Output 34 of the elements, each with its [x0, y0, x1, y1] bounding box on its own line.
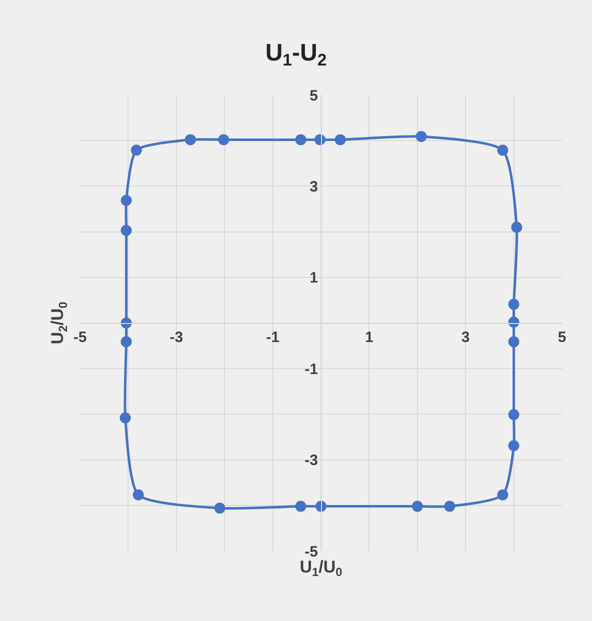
y-tick-label: 5 — [310, 87, 318, 104]
point — [444, 500, 456, 512]
point — [214, 502, 226, 514]
point — [120, 224, 132, 236]
point — [295, 500, 306, 512]
point — [511, 222, 522, 233]
point — [508, 440, 520, 452]
x-tick-label: -3 — [170, 329, 184, 346]
point — [508, 409, 520, 420]
x-tick-label: 1 — [365, 329, 374, 346]
point — [184, 134, 196, 146]
chart-title: U$_{1}$-U$_{2}$ — [265, 39, 327, 70]
x-tick-label: -5 — [73, 329, 87, 346]
y-tick-label: 3 — [310, 178, 318, 196]
point — [218, 134, 230, 146]
point — [334, 134, 346, 146]
point — [497, 489, 508, 500]
point — [412, 500, 423, 512]
y-tick-label: 1 — [310, 270, 318, 287]
x-tick-label: 5 — [558, 329, 566, 346]
x-tick-label: -1 — [266, 329, 280, 346]
point — [132, 489, 144, 500]
y-tick-label: -3 — [304, 452, 318, 470]
point — [130, 144, 142, 156]
point — [508, 336, 520, 348]
x-tick-label: 3 — [461, 329, 470, 346]
point — [416, 131, 427, 142]
point — [120, 336, 132, 348]
point — [295, 134, 306, 146]
point — [508, 298, 520, 310]
point — [497, 144, 508, 156]
point — [120, 194, 132, 206]
y-tick-label: -1 — [304, 360, 318, 378]
point — [120, 412, 131, 424]
